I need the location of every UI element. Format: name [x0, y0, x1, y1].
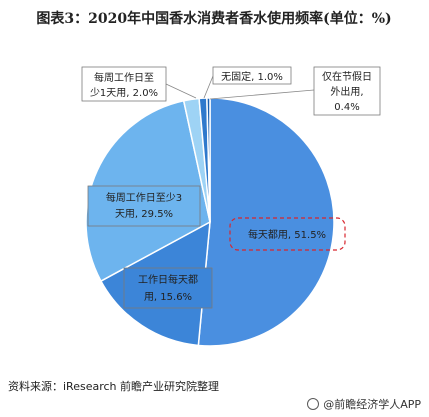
leader-line: [165, 83, 197, 99]
label-box: [81, 66, 167, 102]
data-label: 每天都用, 51.5%: [248, 228, 326, 241]
leader-line: [203, 75, 214, 99]
data-label: 0.4%: [334, 102, 359, 113]
brand-logo-icon: [307, 398, 320, 410]
data-label: 每周工作日至少3: [106, 191, 182, 204]
chart-title: 图表3：2020年中国香水消费者香水使用频率(单位：%): [36, 11, 392, 27]
label-box: [123, 267, 213, 309]
pie-slice: [197, 97, 335, 347]
data-label: 无固定, 1.0%: [221, 70, 283, 83]
footer-brand: @前瞻经济学人APP: [307, 396, 421, 412]
data-label: 仅在节假日: [322, 70, 372, 83]
footer-text: @前瞻经济学人APP: [323, 398, 421, 411]
pie-slice: [206, 97, 211, 223]
data-label: 外出用,: [330, 85, 363, 98]
label-box: [87, 185, 201, 227]
leader-line: [209, 89, 315, 100]
data-label: 少1天用, 2.0%: [90, 87, 158, 99]
source-note: 资料来源：iResearch 前瞻产业研究院整理: [8, 380, 220, 393]
data-label: 工作日每天都: [138, 273, 198, 286]
label-box: [313, 66, 381, 116]
data-label: 天用, 29.5%: [115, 209, 173, 220]
label-box: [212, 66, 292, 85]
data-label: 每周工作日至: [94, 71, 154, 84]
highlight-box: [229, 217, 346, 251]
data-label: 用, 15.6%: [144, 292, 192, 303]
